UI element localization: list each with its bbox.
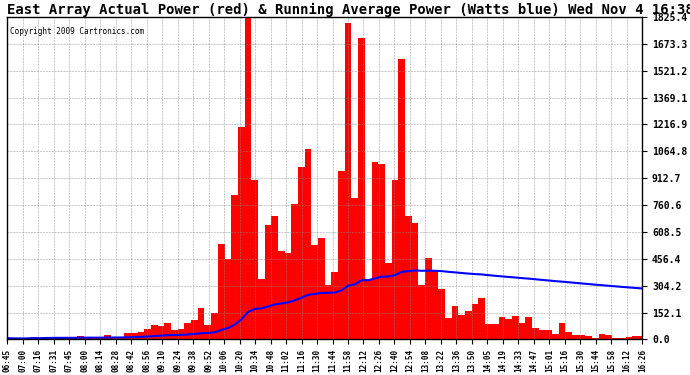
Text: Copyright 2009 Cartronics.com: Copyright 2009 Cartronics.com <box>10 27 145 36</box>
Text: East Array Actual Power (red) & Running Average Power (Watts blue) Wed Nov 4 16:: East Array Actual Power (red) & Running … <box>8 3 690 17</box>
